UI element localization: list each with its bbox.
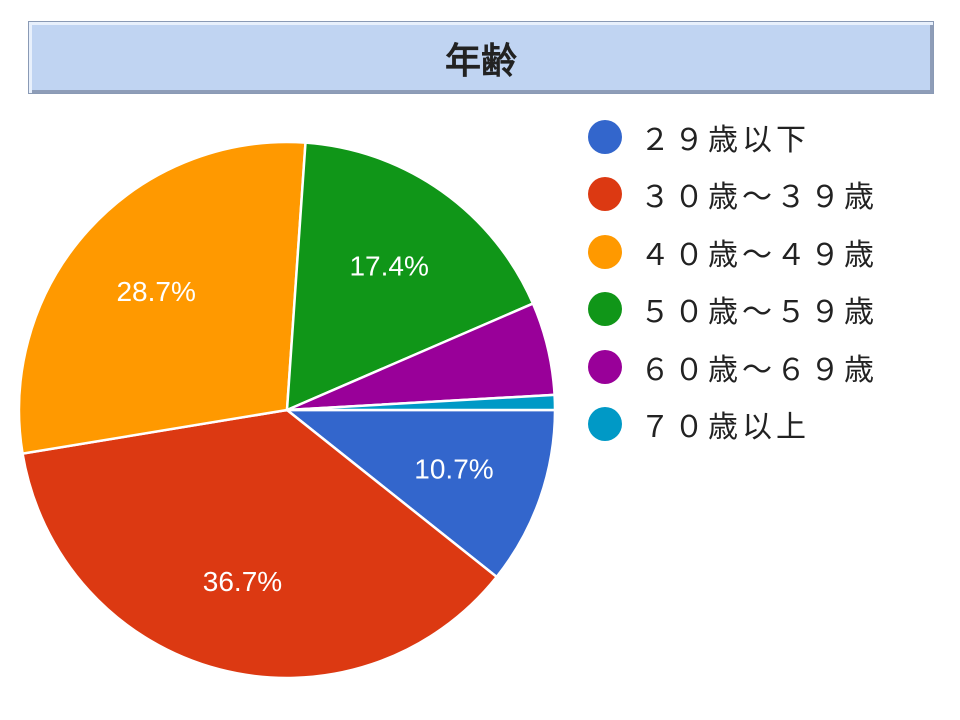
legend-label: ２９歳以下 xyxy=(640,122,810,158)
slice-label: 17.4% xyxy=(349,251,428,282)
legend-marker xyxy=(588,119,622,154)
legend-marker xyxy=(588,407,622,442)
legend-item: ６０歳～６９歳 xyxy=(588,338,878,396)
legend-marker xyxy=(588,177,622,212)
slice-label: 28.7% xyxy=(116,276,195,307)
legend-label: ７０歳以上 xyxy=(640,410,810,446)
pie-slice xyxy=(21,408,499,680)
legend: ２９歳以下 ３０歳～３９歳 ４０歳～４９歳 ５０歳～５９歳 ６０歳～６９歳 ７０歳以上 xyxy=(588,108,878,453)
legend-label: ３０歳～３９歳 xyxy=(640,180,878,216)
legend-item: ３０歳～３９歳 xyxy=(588,166,878,224)
chart-title-bar: 年齢 xyxy=(28,21,934,94)
legend-item: ４０歳～４９歳 xyxy=(588,223,878,281)
pie-slice xyxy=(283,408,557,579)
slice-label: 36.7% xyxy=(203,566,282,597)
legend-item: ５０歳～５９歳 xyxy=(588,281,878,339)
legend-label: ５０歳～５９歳 xyxy=(640,295,878,331)
pie-slice xyxy=(285,141,535,412)
pie-slice xyxy=(17,140,307,456)
legend-marker xyxy=(588,234,622,269)
legend-marker xyxy=(588,349,622,384)
legend-item: ７０歳以上 xyxy=(588,396,878,454)
legend-label: ６０歳～６９歳 xyxy=(640,352,878,388)
chart-title: 年齢 xyxy=(444,40,517,82)
pie-slice xyxy=(286,393,557,412)
slice-label: 10.7% xyxy=(414,453,493,484)
legend-item: ２９歳以下 xyxy=(588,108,878,166)
legend-label: ４０歳～４９歳 xyxy=(640,237,878,273)
legend-marker xyxy=(588,292,622,327)
